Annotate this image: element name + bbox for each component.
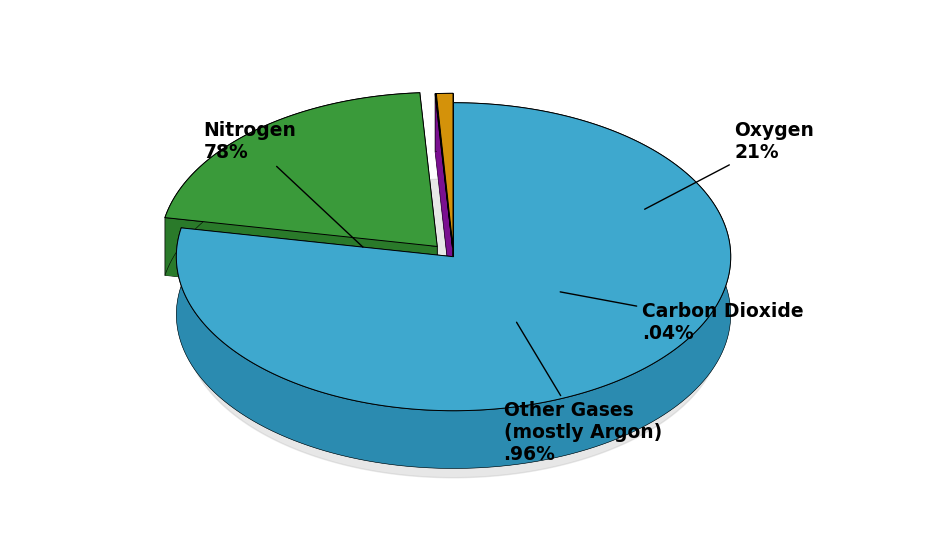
Polygon shape: [419, 93, 437, 304]
Polygon shape: [436, 151, 453, 305]
Polygon shape: [165, 151, 437, 304]
Polygon shape: [165, 218, 437, 304]
Polygon shape: [436, 94, 453, 305]
Polygon shape: [435, 94, 453, 247]
Polygon shape: [165, 93, 437, 247]
Polygon shape: [185, 179, 723, 478]
Polygon shape: [165, 93, 419, 275]
Polygon shape: [435, 94, 453, 305]
Polygon shape: [177, 161, 731, 469]
Polygon shape: [177, 102, 731, 469]
Polygon shape: [436, 94, 453, 305]
Polygon shape: [181, 228, 454, 315]
Text: Other Gases
(mostly Argon)
.96%: Other Gases (mostly Argon) .96%: [503, 322, 662, 464]
Polygon shape: [436, 93, 453, 151]
Text: Carbon Dioxide
.04%: Carbon Dioxide .04%: [560, 292, 804, 342]
Polygon shape: [436, 93, 453, 247]
Polygon shape: [435, 151, 453, 305]
Text: Nitrogen
78%: Nitrogen 78%: [204, 121, 363, 247]
Polygon shape: [177, 102, 731, 410]
Text: Oxygen
21%: Oxygen 21%: [644, 121, 815, 209]
